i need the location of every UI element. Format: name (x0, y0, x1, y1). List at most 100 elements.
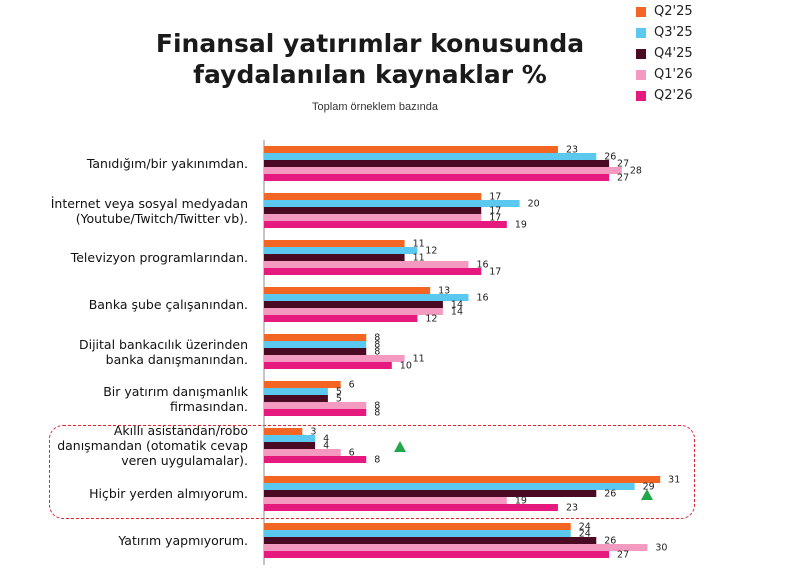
bar-value-label: 27 (617, 173, 629, 184)
bar (264, 551, 610, 558)
category-label: Yatırım yapmıyorum. (8, 533, 248, 548)
category-label-line: Bir yatırım danışmanlık (103, 383, 248, 399)
bar-value-label: 27 (617, 159, 629, 170)
bar-value-label: 12 (425, 314, 437, 325)
bar (264, 261, 469, 268)
legend-item: Q4'25 (636, 43, 693, 64)
bar (264, 435, 316, 442)
chart-title-line-2: faydalanılan kaynaklar % (193, 60, 547, 89)
bar-value-label: 23 (566, 503, 578, 514)
category-label-line: Dijital bankacılık üzerinden (78, 336, 248, 352)
bar (264, 476, 661, 483)
category-label: Banka şube çalışanından. (8, 297, 248, 312)
category-label-line: Tanıdığım/bir yakınımdan. (86, 156, 248, 171)
legend-swatch (636, 6, 646, 17)
bar (264, 504, 558, 511)
bar (264, 456, 367, 463)
bar-value-label: 8 (374, 401, 380, 412)
highlight-box (49, 425, 695, 519)
legend-swatch (636, 48, 646, 59)
bar (264, 287, 431, 294)
bar-value-label: 11 (413, 253, 425, 264)
category-label-line: Hiçbir yerden almıyorum. (89, 486, 248, 501)
legend-swatch (636, 69, 646, 80)
legend-item: Q2'26 (636, 85, 693, 106)
bar-value-label: 8 (374, 347, 380, 358)
bar (264, 294, 469, 301)
bar-value-label: 4 (323, 434, 329, 445)
bar-value-label: 13 (438, 286, 450, 297)
bar-value-label: 3 (310, 427, 316, 438)
bar-value-label: 17 (489, 213, 501, 224)
bar (264, 442, 316, 449)
chart-title-line-1: Finansal yatırımlar konusunda (155, 29, 585, 58)
bar (264, 221, 507, 228)
bar (264, 497, 507, 504)
bar (264, 409, 367, 416)
bar (264, 483, 635, 490)
bar (264, 160, 610, 167)
category-label: Dijital bankacılık üzerinden banka danışm… (8, 337, 248, 367)
bar (264, 348, 367, 355)
bar (264, 315, 418, 322)
bar-value-label: 26 (604, 152, 616, 163)
category-label: Televizyon programlarından. (8, 250, 248, 265)
category-label-line: İnternet veya sosyal medyadan (50, 195, 248, 211)
chart-subtitle: Toplam örneklem bazında (312, 101, 438, 113)
bar (264, 308, 443, 315)
bar-value-label: 11 (413, 354, 425, 365)
legend-label: Q3'25 (654, 25, 693, 40)
legend-swatch (636, 90, 646, 101)
bar-value-label: 29 (643, 482, 655, 493)
bar-value-label: 16 (476, 260, 488, 271)
bar-value-label: 4 (323, 441, 329, 452)
legend-label: Q2'25 (654, 4, 693, 19)
bar-value-label: 12 (425, 246, 437, 257)
category-label-line: banka danışmanından. (105, 351, 248, 367)
bar (264, 530, 571, 537)
bar (264, 523, 571, 530)
bar (264, 334, 367, 341)
bar-value-label: 20 (528, 199, 540, 210)
bar-value-label: 5 (336, 394, 342, 405)
category-label-line: veren uygulamalar). (121, 453, 248, 468)
bar-value-label: 14 (451, 300, 463, 311)
category-label: Bir yatırım danışmanlık firmasından. (8, 384, 248, 414)
bar-value-label: 19 (515, 496, 527, 507)
bar (264, 240, 405, 247)
bar (264, 544, 648, 551)
category-label: Tanıdığım/bir yakınımdan. (8, 156, 248, 171)
category-label-line: firmasından. (169, 398, 248, 414)
bar-value-label: 10 (400, 361, 412, 372)
bar (264, 301, 443, 308)
legend-swatch (636, 27, 646, 38)
legend: Q2'25 Q3'25 Q4'25 Q1'26 Q2'26 (636, 1, 693, 106)
bar-value-label: 16 (476, 293, 488, 304)
bar-value-label: 14 (451, 307, 463, 318)
bar-value-label: 17 (489, 206, 501, 217)
bar (264, 174, 610, 181)
bar (264, 200, 520, 207)
category-label: Akıllı asistandan/robo danışmandan (otoma… (8, 423, 248, 468)
bar-value-label: 24 (579, 529, 591, 540)
bar-value-label: 17 (489, 192, 501, 203)
bar (264, 193, 482, 200)
legend-item: Q2'25 (636, 1, 693, 22)
bar-value-label: 28 (630, 166, 642, 177)
bar (264, 341, 367, 348)
bar-value-label: 24 (579, 522, 591, 533)
bar-value-label: 6 (349, 448, 355, 459)
bar-value-label: 30 (655, 543, 667, 554)
bar-value-label: 31 (668, 475, 680, 486)
category-label-line: Televizyon programlarından. (70, 250, 248, 265)
legend-label: Q1'26 (654, 67, 693, 82)
bar (264, 388, 328, 395)
chart-title: Finansal yatırımlar konusunda faydalanıl… (140, 28, 600, 90)
bar (264, 254, 405, 261)
bar (264, 153, 597, 160)
bar (264, 207, 482, 214)
category-label: İnternet veya sosyal medyadan (Youtube/Tw… (8, 196, 248, 226)
bar-value-label: 6 (349, 380, 355, 391)
category-label-line: Akıllı asistandan/robo (113, 423, 248, 438)
